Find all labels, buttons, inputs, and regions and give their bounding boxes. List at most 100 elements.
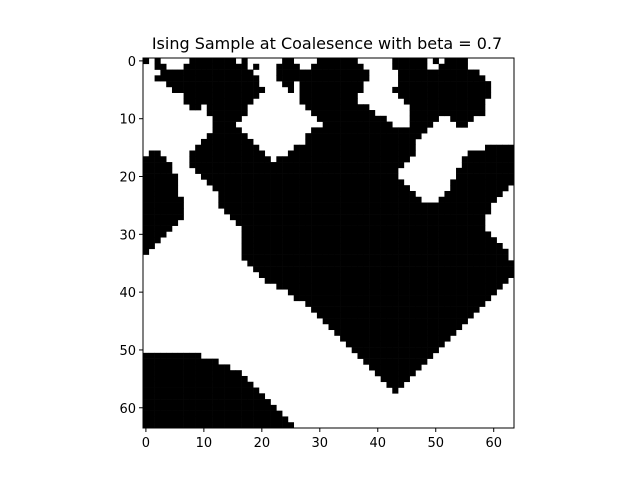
heatmap-cell xyxy=(386,289,393,296)
heatmap-cell xyxy=(195,81,202,88)
heatmap-cell xyxy=(432,271,439,278)
heatmap-cell xyxy=(148,225,155,232)
heatmap-cell xyxy=(456,167,463,174)
heatmap-cell xyxy=(351,75,358,82)
heatmap-cell xyxy=(218,98,225,105)
heatmap-cell xyxy=(415,271,422,278)
heatmap-cell xyxy=(479,219,486,226)
heatmap-cell xyxy=(432,266,439,273)
heatmap-cell xyxy=(235,179,242,186)
heatmap-cell xyxy=(496,185,503,192)
heatmap-cell xyxy=(322,277,329,284)
heatmap-cell xyxy=(206,167,213,174)
heatmap-cell xyxy=(363,214,370,221)
heatmap-cell xyxy=(403,289,410,296)
heatmap-cell xyxy=(467,214,474,221)
heatmap-cell xyxy=(177,410,184,417)
heatmap-cell xyxy=(282,81,289,88)
heatmap-cell xyxy=(264,202,271,209)
heatmap-cell xyxy=(143,237,150,244)
heatmap-cell xyxy=(438,277,445,284)
heatmap-cell xyxy=(369,202,376,209)
heatmap-cell xyxy=(374,219,381,226)
heatmap-cell xyxy=(171,352,179,359)
heatmap-cell xyxy=(229,133,237,140)
heatmap-cell xyxy=(415,248,422,255)
heatmap-cell xyxy=(206,375,213,383)
heatmap-cell xyxy=(432,289,439,296)
heatmap-cell xyxy=(316,156,324,163)
heatmap-cell xyxy=(415,352,422,359)
heatmap-cell xyxy=(345,185,352,192)
heatmap-cell xyxy=(386,121,393,128)
heatmap-cell xyxy=(461,162,468,169)
heatmap-cell xyxy=(392,289,399,296)
heatmap-cell xyxy=(374,144,381,151)
heatmap-cell xyxy=(322,92,329,99)
heatmap-cell xyxy=(444,335,451,342)
heatmap-cell xyxy=(380,248,387,255)
heatmap-cell xyxy=(160,156,167,163)
heatmap-cell xyxy=(369,323,376,331)
heatmap-cell xyxy=(351,300,358,307)
heatmap-cell xyxy=(224,58,231,65)
heatmap-cell xyxy=(415,318,422,325)
heatmap-cell xyxy=(247,219,254,226)
heatmap-cell xyxy=(386,179,393,186)
heatmap-cell xyxy=(166,162,173,169)
heatmap-cell xyxy=(363,352,370,359)
heatmap-cell xyxy=(328,219,335,226)
heatmap-cell xyxy=(328,312,335,319)
heatmap-cell xyxy=(467,167,474,174)
heatmap-cell xyxy=(229,138,237,146)
heatmap-cell xyxy=(398,214,405,221)
heatmap-cell xyxy=(369,121,376,128)
heatmap-cell xyxy=(299,219,306,226)
heatmap-cell xyxy=(386,185,393,192)
heatmap-cell xyxy=(235,75,242,82)
heatmap-cell xyxy=(189,156,196,163)
heatmap-cell xyxy=(160,202,167,209)
heatmap-cell xyxy=(171,190,179,198)
heatmap-cell xyxy=(154,370,161,377)
heatmap-cell xyxy=(305,173,312,180)
heatmap-cell xyxy=(374,289,381,296)
heatmap-cell xyxy=(183,381,190,388)
heatmap-cell xyxy=(386,214,393,221)
heatmap-cell xyxy=(212,404,219,411)
heatmap-cell xyxy=(438,69,445,76)
heatmap-cell xyxy=(340,98,347,105)
heatmap-cell xyxy=(409,335,416,342)
heatmap-cell xyxy=(363,225,370,232)
heatmap-cell xyxy=(328,162,335,169)
heatmap-cell xyxy=(392,173,399,180)
heatmap-cell xyxy=(415,127,422,134)
heatmap-cell xyxy=(311,144,318,151)
heatmap-cell xyxy=(415,254,422,261)
heatmap-cell xyxy=(380,138,387,146)
heatmap-cell xyxy=(224,410,231,417)
heatmap-cell xyxy=(293,289,300,296)
heatmap-cell xyxy=(171,416,179,423)
heatmap-cell xyxy=(398,81,405,88)
heatmap-cell xyxy=(316,254,324,261)
heatmap-cell xyxy=(293,295,300,302)
heatmap-cell xyxy=(421,352,428,359)
heatmap-cell xyxy=(357,202,364,209)
heatmap-cell xyxy=(166,214,173,221)
heatmap-cell xyxy=(148,381,155,388)
heatmap-cell xyxy=(386,318,393,325)
heatmap-cell xyxy=(171,370,179,377)
heatmap-cell xyxy=(282,167,289,174)
heatmap-cell xyxy=(171,364,179,371)
heatmap-cell xyxy=(398,254,405,261)
heatmap-cell xyxy=(374,150,381,157)
heatmap-cell xyxy=(311,237,318,244)
heatmap-cell xyxy=(287,202,295,209)
heatmap-cell xyxy=(438,196,445,203)
heatmap-cell xyxy=(351,127,358,134)
heatmap-cell xyxy=(409,202,416,209)
heatmap-cell xyxy=(299,260,306,267)
heatmap-cell xyxy=(398,381,405,388)
heatmap-cell xyxy=(316,237,324,244)
